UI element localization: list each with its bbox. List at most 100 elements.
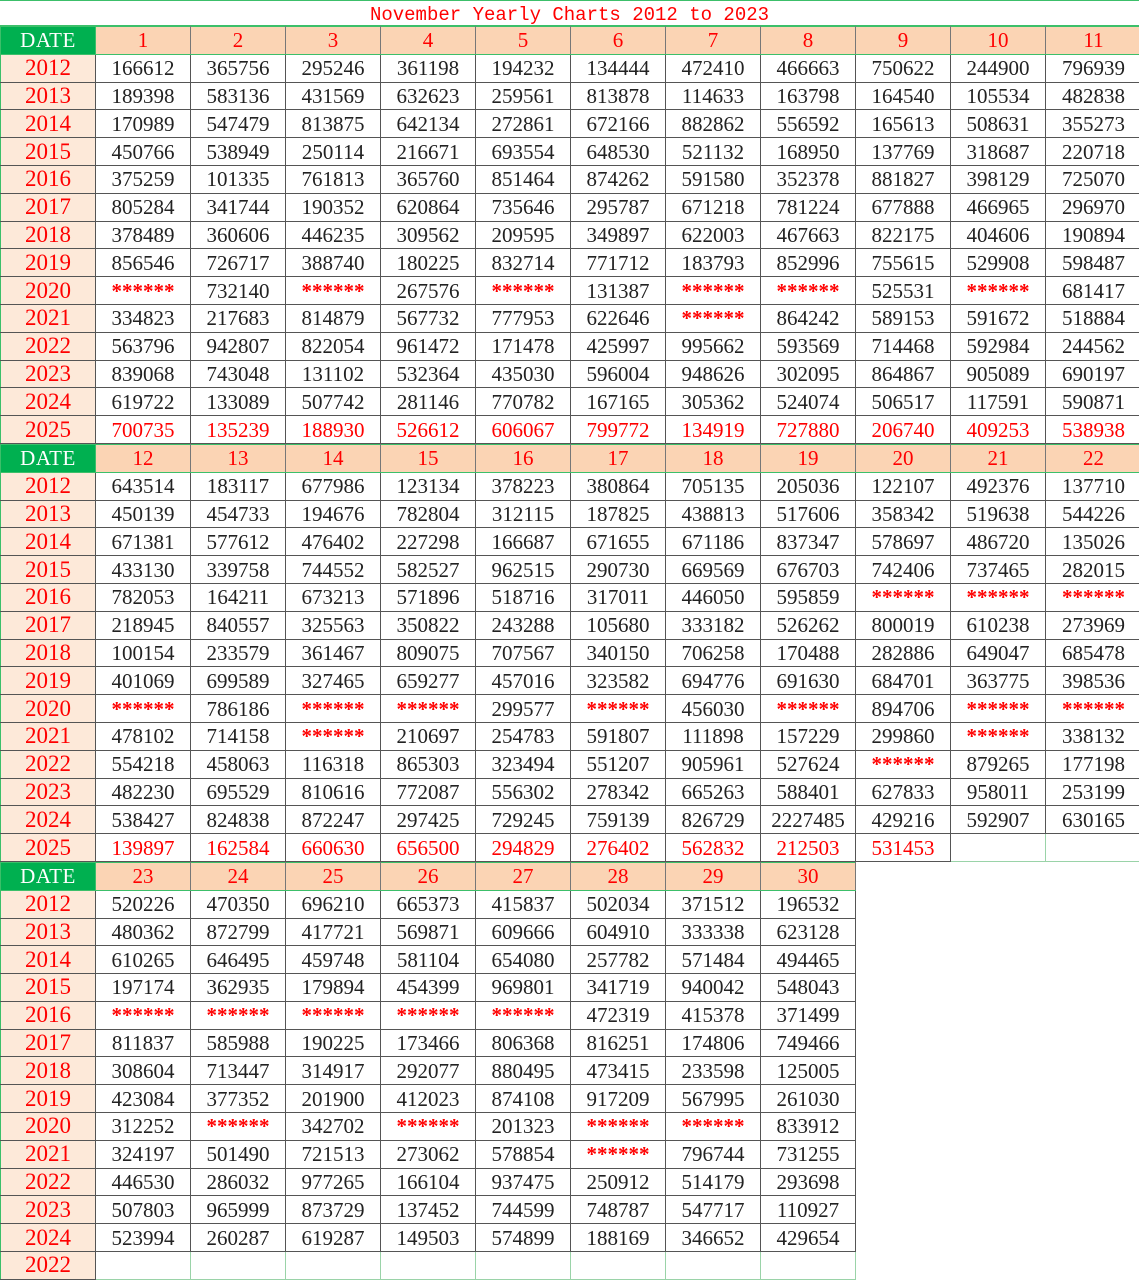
result-cell: 604910 bbox=[570, 917, 666, 947]
result-cell: 755615 bbox=[855, 248, 951, 278]
result-cell: 501490 bbox=[190, 1139, 286, 1169]
result-cell: 194676 bbox=[285, 499, 381, 529]
result-cell: 882862 bbox=[665, 109, 761, 139]
table-row: 2012 643514 183117 677986 123134 378223 380864… bbox=[0, 471, 1139, 501]
result-cell: 480362 bbox=[95, 917, 191, 947]
result-cell: 135239 bbox=[190, 415, 286, 444]
year-cell: 2017 bbox=[0, 1028, 96, 1058]
result-cell: 809075 bbox=[380, 638, 476, 668]
result-cell: 317011 bbox=[570, 582, 666, 612]
result-cell: ****** bbox=[380, 1000, 476, 1030]
result-cell: 217683 bbox=[190, 303, 286, 333]
result-cell: 482230 bbox=[95, 777, 191, 807]
result-cell: 577612 bbox=[190, 527, 286, 557]
result-cell: 190352 bbox=[285, 192, 381, 222]
result-cell: 179894 bbox=[285, 973, 381, 1002]
table-row: 2017 811837 585988 190225 173466 806368 816251… bbox=[0, 1028, 856, 1058]
year-cell: 2023 bbox=[0, 359, 96, 389]
day-header: 2 bbox=[190, 26, 286, 55]
result-cell: 937475 bbox=[475, 1167, 571, 1197]
year-cell: 2016 bbox=[0, 164, 96, 194]
result-cell: 478102 bbox=[95, 721, 191, 751]
result-cell: 360606 bbox=[190, 220, 286, 250]
day-header: 9 bbox=[855, 26, 951, 55]
result-cell bbox=[475, 1251, 571, 1280]
result-cell: 358342 bbox=[855, 499, 951, 529]
result-cell: 777953 bbox=[475, 303, 571, 333]
result-cell: ****** bbox=[950, 582, 1046, 612]
day-header: 1 bbox=[95, 26, 191, 55]
result-cell: 525531 bbox=[855, 276, 951, 305]
year-cell: 2014 bbox=[0, 945, 96, 975]
result-cell: 166687 bbox=[475, 527, 571, 557]
result-cell: 398129 bbox=[950, 164, 1046, 194]
result-cell: 556592 bbox=[760, 109, 856, 139]
result-cell bbox=[285, 1251, 381, 1280]
table-row: 2020 ****** 732140 ****** 267576 ****** 131387… bbox=[0, 276, 1139, 305]
result-cell: 958011 bbox=[950, 777, 1046, 807]
result-cell: 591580 bbox=[665, 164, 761, 194]
result-cell: 649047 bbox=[950, 638, 1046, 668]
result-cell: 619722 bbox=[95, 387, 191, 417]
year-cell: 2018 bbox=[0, 638, 96, 668]
result-cell: 210697 bbox=[380, 721, 476, 751]
header-row: DATE 12 13 14 15 16 17 18 19 20 21 22 bbox=[0, 443, 1139, 473]
result-cell: 713447 bbox=[190, 1056, 286, 1086]
result-cell: ****** bbox=[855, 582, 951, 612]
result-cell: 707567 bbox=[475, 638, 571, 668]
result-cell: 880495 bbox=[475, 1056, 571, 1086]
result-cell: 415837 bbox=[475, 889, 571, 919]
result-cell: 220718 bbox=[1045, 137, 1139, 166]
result-cell: 170488 bbox=[760, 638, 856, 668]
result-cell: 962515 bbox=[475, 555, 571, 584]
table-row: 2018 308604 713447 314917 292077 880495 473415… bbox=[0, 1056, 856, 1086]
table-row: 2024 619722 133089 507742 281146 770782 167165… bbox=[0, 387, 1139, 417]
result-cell: 571484 bbox=[665, 945, 761, 975]
year-cell: 2025 bbox=[0, 833, 96, 862]
table-row: 2019 856546 726717 388740 180225 832714 771712… bbox=[0, 248, 1139, 278]
result-cell: 338132 bbox=[1045, 721, 1139, 751]
result-cell: 544226 bbox=[1045, 499, 1139, 529]
result-cell: 305362 bbox=[665, 387, 761, 417]
result-cell: 813878 bbox=[570, 81, 666, 111]
result-cell: 375259 bbox=[95, 164, 191, 194]
result-cell: 286032 bbox=[190, 1167, 286, 1197]
result-cell: 531453 bbox=[855, 833, 951, 862]
result-cell: ****** bbox=[665, 276, 761, 305]
result-cell: 732140 bbox=[190, 276, 286, 305]
table-row: 2022 446530 286032 977265 166104 937475 250912… bbox=[0, 1167, 856, 1197]
result-cell: 581104 bbox=[380, 945, 476, 975]
year-cell: 2014 bbox=[0, 527, 96, 557]
result-cell: 782053 bbox=[95, 582, 191, 612]
result-cell: 750622 bbox=[855, 53, 951, 83]
result-cell: 726717 bbox=[190, 248, 286, 278]
day-header: 4 bbox=[380, 26, 476, 55]
date-header: DATE bbox=[0, 26, 96, 55]
table-row: 2013 480362 872799 417721 569871 609666 604910… bbox=[0, 917, 856, 947]
result-cell: 454733 bbox=[190, 499, 286, 529]
result-cell: 435030 bbox=[475, 359, 571, 389]
result-cell: 810616 bbox=[285, 777, 381, 807]
result-cell: 470350 bbox=[190, 889, 286, 919]
result-cell: 164211 bbox=[190, 582, 286, 612]
result-cell: 538427 bbox=[95, 805, 191, 835]
result-cell: 292077 bbox=[380, 1056, 476, 1086]
result-cell: 721513 bbox=[285, 1139, 381, 1169]
year-cell: 2017 bbox=[0, 610, 96, 640]
result-cell: 839068 bbox=[95, 359, 191, 389]
result-cell: 656500 bbox=[380, 833, 476, 862]
day-header: 28 bbox=[570, 861, 666, 891]
result-cell: 660630 bbox=[285, 833, 381, 862]
day-header: 27 bbox=[475, 861, 571, 891]
result-cell: 324197 bbox=[95, 1139, 191, 1169]
result-cell: ****** bbox=[285, 721, 381, 751]
result-cell: 518716 bbox=[475, 582, 571, 612]
chart-table-section: DATE 12 13 14 15 16 17 18 19 20 21 22 2012 643514 1831… bbox=[0, 443, 1139, 862]
result-cell: 567732 bbox=[380, 303, 476, 333]
result-cell: 905961 bbox=[665, 749, 761, 779]
result-cell: 606067 bbox=[475, 415, 571, 444]
result-cell: 811837 bbox=[95, 1028, 191, 1058]
result-cell: 648530 bbox=[570, 137, 666, 166]
result-cell: 744552 bbox=[285, 555, 381, 584]
result-cell: 137769 bbox=[855, 137, 951, 166]
